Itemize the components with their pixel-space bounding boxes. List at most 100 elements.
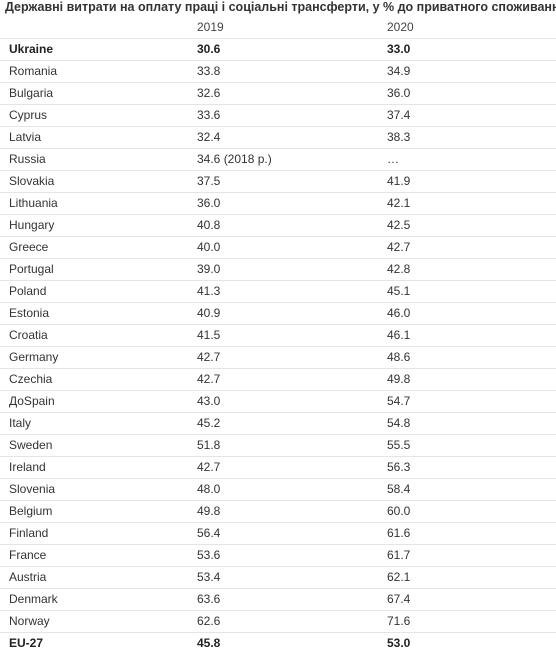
table-row: EU-27 45.8 53.0 [0,632,556,654]
column-header-2020: 2020 [387,20,414,34]
table-row: Croatia 41.5 46.1 [0,324,556,346]
value-2020-cell: 61.6 [387,526,411,540]
country-cell: Poland [9,284,47,298]
value-2019-cell: 42.7 [197,460,221,474]
table-row: Hungary 40.8 42.5 [0,214,556,236]
value-2019-cell: 45.2 [197,416,221,430]
value-2019-cell: 33.6 [197,108,221,122]
table-row: Estonia 40.9 46.0 [0,302,556,324]
country-cell: Ireland [9,460,46,474]
table-row: Portugal 39.0 42.8 [0,258,556,280]
value-2019-cell: 49.8 [197,504,221,518]
country-cell: Belgium [9,504,53,518]
table-row: France 53.6 61.7 [0,544,556,566]
table-row: Bulgaria 32.6 36.0 [0,82,556,104]
country-cell: Ukraine [9,42,54,56]
table-row: Russia 34.6 (2018 р.) … [0,148,556,170]
table-row: ДоSpain 43.0 54.7 [0,390,556,412]
value-2019-cell: 53.4 [197,570,221,584]
value-2019-cell: 34.6 (2018 р.) [197,152,272,166]
value-2020-cell: 38.3 [387,130,411,144]
country-cell: Slovenia [9,482,56,496]
table-row: Romania 33.8 34.9 [0,60,556,82]
value-2020-cell: 54.8 [387,416,411,430]
value-2020-cell: 60.0 [387,504,411,518]
value-2020-cell: 34.9 [387,64,411,78]
value-2019-cell: 39.0 [197,262,221,276]
value-2020-cell: 33.0 [387,42,411,56]
table-row: Austria 53.4 62.1 [0,566,556,588]
value-2020-cell: 37.4 [387,108,411,122]
table-body: Ukraine 30.6 33.0 Romania 33.8 34.9 Bulgaria 32… [0,38,556,654]
value-2019-cell: 41.5 [197,328,221,342]
value-2020-cell: 36.0 [387,86,411,100]
value-2019-cell: 62.6 [197,614,221,628]
value-2020-cell: 45.1 [387,284,411,298]
country-cell: Czechia [9,372,53,386]
value-2020-cell: 62.1 [387,570,411,584]
value-2019-cell: 40.9 [197,306,221,320]
table-row: Greece 40.0 42.7 [0,236,556,258]
value-2019-cell: 63.6 [197,592,221,606]
country-cell: Norway [9,614,50,628]
value-2019-cell: 45.8 [197,636,221,650]
value-2020-cell: 67.4 [387,592,411,606]
table-title: Державні витрати на оплату праці і соціа… [5,0,556,14]
country-cell: Bulgaria [9,86,54,100]
table-row: Belgium 49.8 60.0 [0,500,556,522]
table-row: Finland 56.4 61.6 [0,522,556,544]
value-2019-cell: 36.0 [197,196,221,210]
country-cell: France [9,548,47,562]
value-2019-cell: 48.0 [197,482,221,496]
country-cell: Hungary [9,218,55,232]
value-2020-cell: … [387,152,399,166]
country-cell: Russia [9,152,46,166]
value-2020-cell: 48.6 [387,350,411,364]
country-cell: Latvia [9,130,42,144]
country-cell: EU-27 [9,636,44,650]
value-2019-cell: 30.6 [197,42,221,56]
country-cell: Estonia [9,306,50,320]
country-cell: Germany [9,350,59,364]
value-2020-cell: 56.3 [387,460,411,474]
value-2020-cell: 55.5 [387,438,411,452]
value-2020-cell: 71.6 [387,614,411,628]
table-row: Norway 62.6 71.6 [0,610,556,632]
country-cell: Greece [9,240,49,254]
value-2019-cell: 33.8 [197,64,221,78]
table-row: Sweden 51.8 55.5 [0,434,556,456]
value-2020-cell: 54.7 [387,394,411,408]
country-cell: Italy [9,416,32,430]
value-2019-cell: 40.8 [197,218,221,232]
value-2019-cell: 51.8 [197,438,221,452]
value-2020-cell: 42.1 [387,196,411,210]
country-cell: Slovakia [9,174,55,188]
country-cell: Denmark [9,592,58,606]
value-2020-cell: 58.4 [387,482,411,496]
value-2020-cell: 46.0 [387,306,411,320]
value-2019-cell: 42.7 [197,350,221,364]
table-row: Poland 41.3 45.1 [0,280,556,302]
table-row: Slovenia 48.0 58.4 [0,478,556,500]
value-2019-cell: 32.4 [197,130,221,144]
country-cell: Sweden [9,438,53,452]
country-cell: Cyprus [9,108,48,122]
country-cell: Lithuania [9,196,58,210]
country-cell: Portugal [9,262,54,276]
value-2019-cell: 43.0 [197,394,221,408]
table-row: Italy 45.2 54.8 [0,412,556,434]
value-2019-cell: 53.6 [197,548,221,562]
value-2019-cell: 40.0 [197,240,221,254]
value-2019-cell: 37.5 [197,174,221,188]
table-row: Germany 42.7 48.6 [0,346,556,368]
country-cell: Croatia [9,328,48,342]
table-row: Slovakia 37.5 41.9 [0,170,556,192]
table-row: Ireland 42.7 56.3 [0,456,556,478]
country-cell: ДоSpain [9,394,55,408]
value-2020-cell: 41.9 [387,174,411,188]
column-header-2019: 2019 [197,20,224,34]
value-2019-cell: 56.4 [197,526,221,540]
table-row: Lithuania 36.0 42.1 [0,192,556,214]
value-2020-cell: 42.8 [387,262,411,276]
